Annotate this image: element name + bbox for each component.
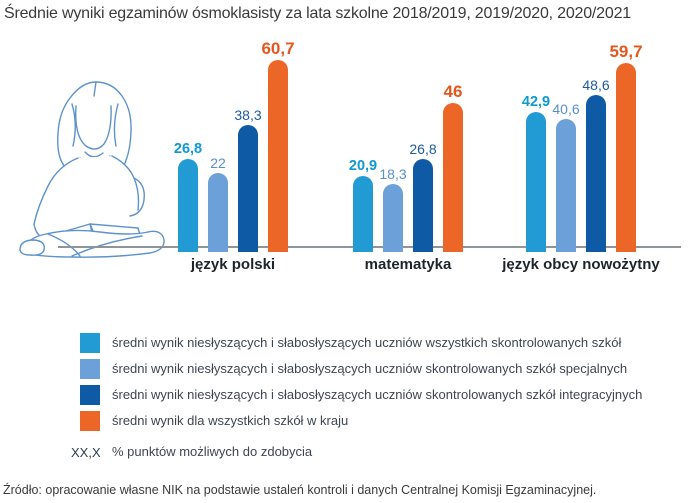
bar bbox=[616, 63, 636, 252]
legend-swatch bbox=[80, 411, 100, 431]
bar-value-label: 22 bbox=[210, 155, 226, 171]
bar-column: 60,7 bbox=[261, 40, 295, 252]
bar-value-label: 26,8 bbox=[409, 141, 437, 157]
unit-note-text: % punktów możliwych do zdobycia bbox=[112, 444, 313, 459]
bar-column: 46 bbox=[443, 83, 463, 252]
source-note: Źródło: opracowanie własne NIK na podsta… bbox=[3, 483, 597, 497]
bar-column: 42,9 bbox=[522, 94, 550, 252]
bar-column: 48,6 bbox=[582, 78, 610, 252]
bar-value-label: 60,7 bbox=[261, 39, 295, 58]
bar-value-label: 38,3 bbox=[234, 107, 262, 123]
legend-label: średni wynik niesłyszących i słabosłyszą… bbox=[112, 361, 628, 376]
legend-item: średni wynik niesłyszących i słabosłyszą… bbox=[80, 333, 642, 353]
girl-reading-book-illustration bbox=[19, 81, 165, 258]
bar-row: 42,9 40,6 48,6 59,7 bbox=[522, 37, 643, 252]
bar bbox=[353, 176, 373, 252]
bar bbox=[238, 125, 258, 252]
legend-unit-note: XX,X % punktów możliwych do zdobycia bbox=[71, 442, 642, 462]
bar-column: 20,9 bbox=[349, 158, 377, 252]
bar-column: 26,8 bbox=[174, 141, 202, 252]
bar bbox=[556, 119, 576, 252]
legend-swatch bbox=[80, 333, 100, 353]
bar bbox=[383, 184, 403, 252]
category-label: matematyka bbox=[364, 256, 452, 273]
bar-value-label: 59,7 bbox=[609, 42, 643, 61]
bar-column: 26,8 bbox=[409, 142, 437, 252]
bar-value-label: 20,9 bbox=[348, 157, 378, 174]
bar-value-label: 42,9 bbox=[521, 93, 551, 110]
bar-group-3: 42,9 40,6 48,6 59,7 język obcy nowożytny bbox=[502, 37, 660, 277]
legend-item: średni wynik dla wszystkich szkół w kraj… bbox=[80, 411, 642, 431]
bar-column: 40,6 bbox=[552, 102, 580, 252]
bar bbox=[586, 95, 606, 252]
category-label: język polski bbox=[190, 256, 276, 273]
category-label: język obcy nowożytny bbox=[502, 256, 660, 273]
bar-value-label: 46 bbox=[443, 82, 463, 101]
bar-column: 59,7 bbox=[609, 43, 643, 252]
bar-value-label: 18,3 bbox=[379, 166, 407, 182]
bar-group-2: 20,9 18,3 26,8 46 matematyka bbox=[349, 37, 463, 277]
legend-label: średni wynik niesłyszących i słabosłyszą… bbox=[112, 335, 622, 350]
bar-column: 22 bbox=[208, 156, 228, 252]
page-title: Średnie wyniki egzaminów ósmoklasisty za… bbox=[4, 5, 631, 22]
unit-note-prefix: XX,X bbox=[71, 444, 101, 460]
bar-value-label: 40,6 bbox=[552, 101, 580, 117]
bar bbox=[178, 159, 198, 252]
legend-label: średni wynik niesłyszących i słabosłyszą… bbox=[112, 387, 643, 402]
bar-row: 20,9 18,3 26,8 46 bbox=[349, 37, 463, 252]
bar-row: 26,8 22 38,3 60,7 bbox=[174, 37, 295, 252]
legend-item: średni wynik niesłyszących i słabosłyszą… bbox=[80, 359, 642, 379]
bar bbox=[268, 60, 288, 252]
bar-group-1: 26,8 22 38,3 60,7 język polski bbox=[174, 37, 295, 277]
bar-value-label: 48,6 bbox=[582, 77, 610, 93]
legend-swatch bbox=[80, 385, 100, 405]
bar bbox=[413, 159, 433, 252]
bar bbox=[443, 103, 463, 252]
legend-swatch bbox=[80, 359, 100, 379]
chart-legend: średni wynik niesłyszących i słabosłyszą… bbox=[71, 333, 642, 462]
bar-column: 38,3 bbox=[234, 108, 262, 252]
legend-label: średni wynik dla wszystkich szkół w kraj… bbox=[112, 413, 349, 428]
bar-column: 18,3 bbox=[379, 167, 407, 252]
bar-value-label: 26,8 bbox=[173, 140, 203, 157]
bar bbox=[526, 112, 546, 252]
bar bbox=[208, 173, 228, 252]
legend-item: średni wynik niesłyszących i słabosłyszą… bbox=[80, 385, 642, 405]
